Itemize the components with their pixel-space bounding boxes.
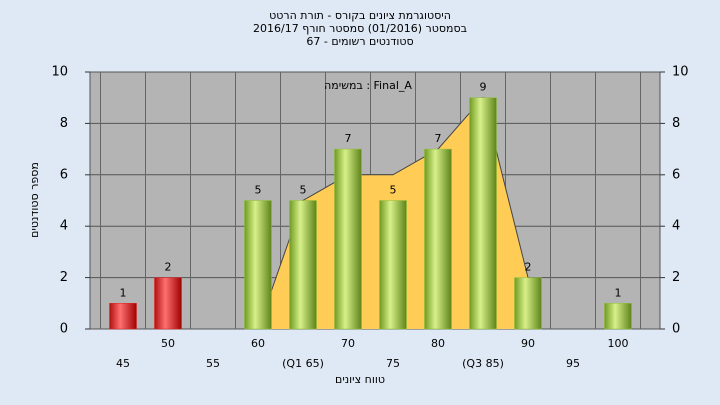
data-label: 5 bbox=[255, 184, 262, 197]
x-axis-label: טווח ציונים bbox=[335, 373, 385, 386]
title-line: היסטוגרמת ציונים בקורס - תורת הרטט bbox=[269, 9, 451, 22]
y-tick-label: 6 bbox=[672, 167, 680, 182]
x-tick-label: 100 bbox=[608, 337, 629, 350]
bar bbox=[334, 148, 362, 330]
y-tick-label: 4 bbox=[60, 219, 68, 234]
bar bbox=[469, 97, 497, 330]
x-tick-label: (Q3 85) bbox=[462, 357, 504, 370]
bar bbox=[244, 200, 272, 330]
y-tick-label: 10 bbox=[51, 65, 68, 80]
data-label: 5 bbox=[300, 184, 307, 197]
y-tick-label: 8 bbox=[672, 116, 680, 131]
y-tick-label: 8 bbox=[60, 116, 68, 131]
y-axis-label: מספר סטודנטים bbox=[28, 162, 41, 238]
x-tick-label: 90 bbox=[521, 337, 535, 350]
data-label: 1 bbox=[615, 286, 622, 299]
y-tick-label: 6 bbox=[60, 167, 68, 182]
bar bbox=[379, 200, 407, 330]
data-label: 1 bbox=[120, 286, 127, 299]
x-tick-label: 45 bbox=[116, 357, 130, 370]
y-tick-label: 0 bbox=[672, 322, 680, 337]
data-label: 5 bbox=[390, 184, 397, 197]
bar bbox=[424, 148, 452, 330]
data-label: 2 bbox=[525, 261, 532, 274]
bar bbox=[154, 277, 182, 330]
y-tick-label: 10 bbox=[672, 65, 689, 80]
x-tick-label: 95 bbox=[566, 357, 580, 370]
x-tick-label: 70 bbox=[341, 337, 355, 350]
y-tick-label: 2 bbox=[672, 270, 680, 285]
data-label: 9 bbox=[480, 81, 487, 94]
bar bbox=[289, 200, 317, 330]
title-line: סטודנטים רשומים - 67 bbox=[306, 35, 413, 48]
x-tick-label: 80 bbox=[431, 337, 445, 350]
bar bbox=[109, 303, 137, 330]
data-label: 2 bbox=[165, 261, 172, 274]
y-tick-label: 4 bbox=[672, 219, 680, 234]
x-tick-label: 60 bbox=[251, 337, 265, 350]
x-tick-label: 75 bbox=[386, 357, 400, 370]
title-line: בסמסטר (01/2016) סמסטר חורף 2016/17 bbox=[253, 22, 467, 35]
x-tick-label: 50 bbox=[161, 337, 175, 350]
bar bbox=[514, 277, 542, 330]
y-tick-label: 2 bbox=[60, 270, 68, 285]
x-tick-label: (Q1 65) bbox=[282, 357, 324, 370]
bar bbox=[604, 303, 632, 330]
annotation: במשימה : Final_A bbox=[324, 79, 412, 92]
x-tick-label: 55 bbox=[206, 357, 220, 370]
data-label: 7 bbox=[435, 132, 442, 145]
data-label: 7 bbox=[345, 132, 352, 145]
y-tick-label: 0 bbox=[60, 322, 68, 337]
